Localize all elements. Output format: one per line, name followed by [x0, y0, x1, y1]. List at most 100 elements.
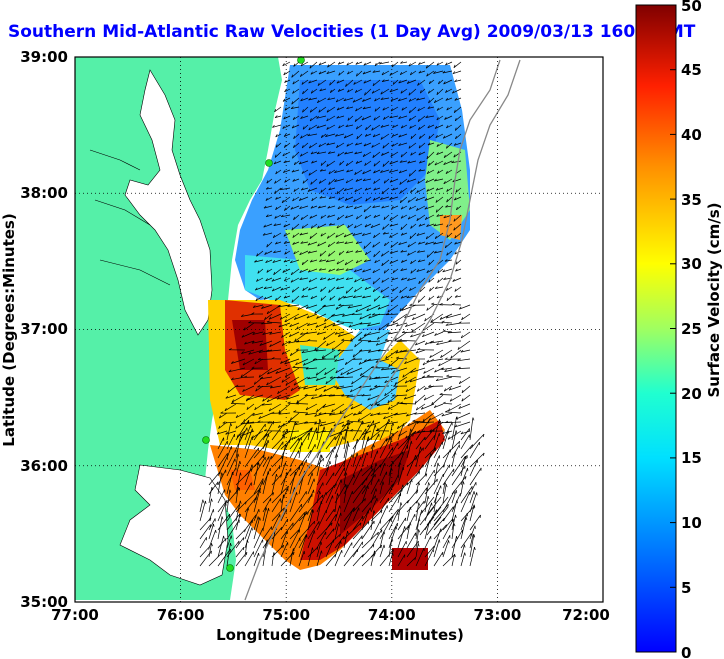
- velocity-arrow: [289, 492, 297, 513]
- velocity-arrow-head: [208, 546, 210, 550]
- velocity-arrow: [208, 498, 212, 513]
- velocity-arrow-head: [292, 81, 295, 85]
- velocity-arrow-head: [363, 259, 367, 262]
- velocity-arrow-head: [262, 232, 266, 236]
- velocity-arrow-head: [364, 252, 368, 255]
- velocity-arrow: [271, 277, 282, 282]
- velocity-arrow: [290, 349, 300, 356]
- velocity-arrow-head: [414, 557, 417, 561]
- velocity-arrow: [384, 339, 399, 342]
- velocity-arrow: [310, 295, 318, 300]
- velocity-arrow: [454, 79, 462, 83]
- velocity-arrow: [328, 187, 336, 191]
- velocity-arrow: [392, 286, 399, 292]
- velocity-arrow: [307, 187, 318, 192]
- velocity-arrow: [430, 321, 444, 324]
- colorbar-tick: 0: [681, 644, 691, 659]
- velocity-arrow: [428, 160, 435, 166]
- velocity-arrow: [451, 456, 466, 477]
- velocity-arrow-head: [383, 270, 386, 274]
- velocity-arrow: [240, 367, 255, 378]
- velocity-arrow: [235, 435, 242, 459]
- velocity-arrow-head: [337, 153, 340, 157]
- velocity-arrow: [354, 205, 363, 210]
- velocity-arrow: [380, 97, 390, 100]
- velocity-arrow: [418, 241, 426, 245]
- velocity-arrow: [317, 223, 327, 229]
- velocity-arrow: [406, 500, 418, 513]
- velocity-arrow-head: [436, 342, 439, 345]
- colorbar-tick: 40: [681, 126, 702, 144]
- velocity-arrow: [435, 196, 444, 203]
- velocity-arrow-head: [318, 144, 321, 147]
- velocity-arrow-head: [352, 233, 356, 236]
- velocity-arrow: [460, 486, 473, 504]
- velocity-arrow-head: [455, 189, 458, 193]
- velocity-arrow-head: [293, 188, 296, 192]
- velocity-arrow: [428, 133, 435, 139]
- velocity-arrow: [271, 498, 281, 513]
- velocity-arrow-head: [243, 419, 245, 423]
- velocity-arrow-head: [327, 277, 331, 281]
- velocity-arrow: [406, 471, 420, 486]
- velocity-arrow: [268, 403, 282, 412]
- velocity-arrow: [397, 502, 402, 522]
- velocity-arrow-head: [317, 100, 320, 103]
- station-marker: [265, 159, 273, 167]
- velocity-arrow: [307, 133, 318, 137]
- velocity-arrow: [414, 394, 426, 404]
- velocity-arrow: [321, 133, 327, 138]
- velocity-arrow-head: [355, 160, 359, 164]
- velocity-arrow-head: [396, 339, 400, 342]
- velocity-arrow: [316, 522, 333, 540]
- velocity-arrow: [352, 232, 363, 236]
- velocity-arrow-head: [255, 496, 257, 501]
- velocity-arrow: [418, 277, 426, 285]
- velocity-arrow-head: [358, 385, 362, 388]
- velocity-arrow: [399, 187, 408, 194]
- velocity-arrow-head: [337, 348, 341, 352]
- velocity-arrow-head: [275, 206, 278, 210]
- velocity-arrow: [389, 88, 399, 93]
- velocity-arrow-head: [355, 178, 359, 182]
- velocity-arrow-head: [266, 244, 268, 248]
- velocity-arrow: [370, 463, 377, 486]
- velocity-arrow-head: [436, 91, 439, 95]
- velocity-arrow: [329, 223, 336, 226]
- velocity-arrow: [280, 494, 284, 513]
- velocity-arrow-head: [434, 178, 437, 182]
- velocity-arrow-head: [293, 251, 296, 255]
- velocity-arrow: [451, 451, 456, 468]
- velocity-arrow: [310, 70, 318, 75]
- velocity-arrow: [367, 430, 381, 442]
- velocity-arrow-head: [261, 306, 264, 309]
- velocity-arrow-head: [291, 125, 295, 129]
- velocity-arrow-head: [362, 171, 365, 175]
- velocity-arrow: [379, 549, 394, 567]
- velocity-arrow-head: [388, 363, 391, 367]
- velocity-arrow-head: [240, 314, 244, 317]
- velocity-arrow: [433, 462, 439, 486]
- velocity-arrow-head: [312, 547, 314, 551]
- velocity-arrow-head: [403, 423, 405, 427]
- velocity-arrow: [314, 385, 327, 391]
- velocity-arrow: [426, 187, 435, 192]
- velocity-arrow-head: [251, 436, 253, 440]
- velocity-arrow-head: [258, 552, 260, 556]
- velocity-arrow: [226, 472, 233, 495]
- velocity-arrow: [451, 465, 466, 486]
- x-tick: 76:00: [157, 606, 205, 624]
- velocity-arrow: [298, 550, 305, 567]
- velocity-arrow: [373, 214, 381, 218]
- velocity-arrow-head: [284, 319, 287, 323]
- velocity-arrow: [288, 421, 300, 423]
- velocity-arrow: [208, 529, 217, 549]
- velocity-arrow-head: [299, 270, 302, 273]
- velocity-arrow-head: [454, 251, 457, 255]
- velocity-arrow: [455, 187, 462, 193]
- velocity-arrow: [253, 478, 264, 495]
- velocity-arrow-head: [280, 287, 283, 291]
- velocity-arrow-head: [256, 462, 259, 466]
- velocity-arrow-head: [389, 72, 392, 76]
- velocity-arrow: [298, 534, 307, 558]
